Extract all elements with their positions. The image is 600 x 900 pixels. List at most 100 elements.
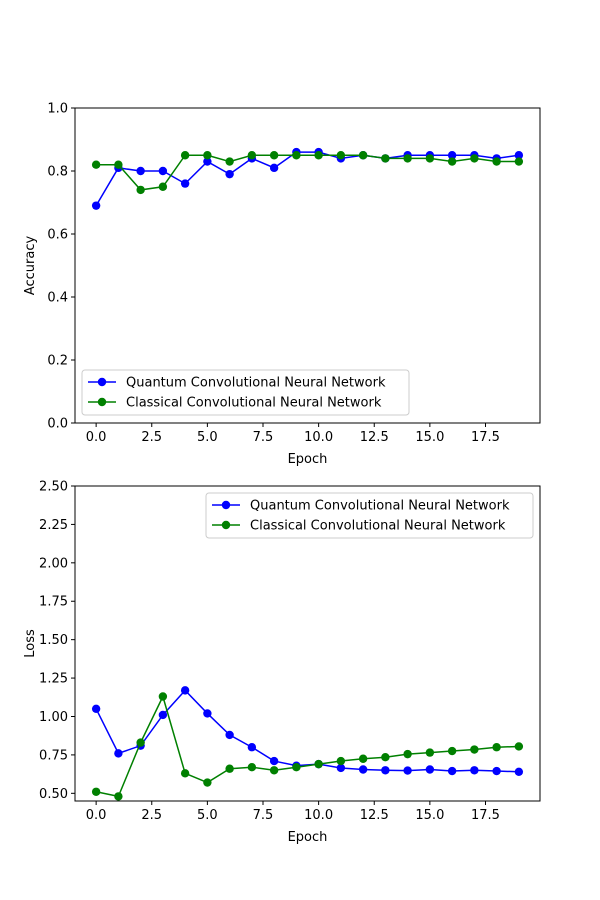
- accuracy-legend-marker-1: [97, 397, 107, 407]
- loss-x-tick-label: 7.5: [253, 808, 274, 823]
- loss-data-point: [336, 763, 346, 773]
- loss-y-tick-label: 0.75: [39, 748, 68, 763]
- loss-data-point: [470, 766, 479, 775]
- loss-y-tick-label: 1.50: [39, 633, 68, 648]
- loss-legend-box: [205, 492, 534, 539]
- loss-data-point: [203, 778, 212, 787]
- accuracy-data-point: [269, 151, 279, 160]
- accuracy-x-tick-label: 5.0: [197, 430, 218, 445]
- loss-data-point: [136, 738, 145, 747]
- loss-data-point: [158, 710, 168, 720]
- loss-data-point: [381, 766, 390, 775]
- accuracy-data-point: [492, 157, 501, 166]
- accuracy-data-point: [403, 154, 412, 163]
- accuracy-x-axis-label: Epoch: [288, 452, 328, 467]
- loss-data-point: [358, 765, 368, 774]
- loss-data-point: [225, 764, 234, 773]
- loss-data-point: [158, 692, 168, 701]
- accuracy-series-layer: [91, 147, 524, 210]
- loss-y-axis-label: Loss: [23, 629, 38, 658]
- loss-data-point: [425, 765, 435, 774]
- loss-chart: 0.0 2.5 5.0 7.5 10.0 12.5 15.0 17.5 0.50 0.75 1.0…: [23, 480, 541, 845]
- loss-data-point: [492, 766, 501, 776]
- accuracy-data-point: [136, 166, 145, 176]
- loss-data-point: [403, 766, 412, 775]
- loss-data-point: [381, 753, 390, 762]
- loss-data-point: [114, 749, 123, 758]
- accuracy-plot-frame: [74, 107, 541, 424]
- loss-y-ticks: 0.50 0.75 1.00 1.25 1.50 1.75 2.00 2.25 2.50: [39, 480, 75, 802]
- loss-data-point: [247, 762, 257, 772]
- accuracy-y-tick-label: 1.0: [47, 102, 68, 117]
- accuracy-x-tick-label: 0.0: [86, 430, 107, 445]
- loss-x-axis-label: Epoch: [288, 830, 328, 845]
- loss-x-tick-label: 10.0: [304, 808, 333, 823]
- loss-data-point: [514, 742, 524, 751]
- accuracy-legend-label-1: Classical Convolutional Neural Network: [126, 396, 382, 411]
- accuracy-data-point: [180, 179, 190, 188]
- loss-data-point: [269, 766, 279, 775]
- accuracy-x-tick-label: 10.0: [304, 430, 333, 445]
- accuracy-y-ticks: 0.0 0.2 0.4 0.6 0.8 1.0: [47, 102, 75, 432]
- accuracy-legend: Quantum Convolutional Neural Network Clas…: [81, 369, 410, 416]
- loss-data-point: [470, 745, 479, 754]
- accuracy-data-point: [225, 169, 234, 179]
- loss-data-point: [180, 769, 190, 778]
- loss-data-point: [269, 756, 279, 766]
- loss-data-point: [514, 767, 524, 777]
- loss-x-tick-label: 0.0: [86, 808, 107, 823]
- accuracy-data-point: [447, 151, 457, 160]
- accuracy-data-point: [514, 151, 524, 160]
- loss-data-point: [358, 754, 368, 763]
- accuracy-legend-marker-0: [97, 377, 107, 387]
- accuracy-y-tick-label: 0.6: [47, 228, 68, 243]
- loss-data-point: [114, 792, 123, 801]
- loss-legend-label-0: Quantum Convolutional Neural Network: [250, 499, 510, 514]
- accuracy-x-tick-label: 15.0: [415, 430, 444, 445]
- accuracy-data-point: [336, 151, 346, 160]
- accuracy-data-point: [180, 151, 190, 160]
- accuracy-x-tick-label: 12.5: [360, 430, 389, 445]
- loss-data-point: [91, 787, 101, 796]
- accuracy-x-tick-label: 17.5: [471, 430, 500, 445]
- loss-data-point: [447, 766, 457, 776]
- accuracy-x-ticks: 0.0 2.5 5.0 7.5 10.0 12.5 15.0 17.5: [86, 423, 500, 445]
- accuracy-chart: 0.0 2.5 5.0 7.5 10.0 12.5 15.0 17.5 0.0 0.2 0.4 0.…: [23, 102, 541, 467]
- loss-data-point: [403, 749, 412, 759]
- accuracy-data-point: [381, 154, 390, 163]
- loss-x-ticks: 0.0 2.5 5.0 7.5 10.0 12.5 15.0 17.5: [86, 801, 500, 823]
- loss-legend: Quantum Convolutional Neural Network Clas…: [205, 492, 534, 539]
- accuracy-x-tick-label: 7.5: [253, 430, 274, 445]
- loss-y-tick-label: 1.25: [39, 672, 68, 687]
- accuracy-data-point: [225, 157, 234, 166]
- loss-data-point: [292, 762, 301, 772]
- accuracy-data-point: [203, 151, 212, 160]
- loss-data-point: [91, 704, 101, 714]
- loss-data-point: [180, 686, 190, 695]
- loss-y-tick-label: 2.50: [39, 480, 68, 495]
- accuracy-y-tick-label: 0.0: [47, 417, 68, 432]
- loss-legend-marker-1: [221, 520, 231, 530]
- loss-y-tick-label: 2.25: [39, 518, 68, 533]
- loss-legend-label-1: Classical Convolutional Neural Network: [250, 519, 506, 534]
- accuracy-data-point: [158, 166, 168, 176]
- accuracy-data-point: [247, 151, 257, 160]
- accuracy-data-point: [470, 154, 479, 163]
- accuracy-y-tick-label: 0.4: [47, 291, 68, 306]
- accuracy-data-point: [136, 185, 145, 195]
- accuracy-data-point: [158, 182, 168, 191]
- loss-x-tick-label: 12.5: [360, 808, 389, 823]
- accuracy-y-axis-label: Accuracy: [23, 236, 38, 296]
- loss-data-point: [225, 730, 234, 740]
- loss-x-tick-label: 2.5: [141, 808, 162, 823]
- accuracy-x-tick-label: 2.5: [141, 430, 162, 445]
- accuracy-y-tick-label: 0.2: [47, 354, 68, 369]
- accuracy-data-point: [425, 154, 435, 163]
- loss-data-point: [336, 756, 346, 766]
- loss-y-tick-label: 2.00: [39, 556, 68, 571]
- loss-data-point: [425, 748, 435, 757]
- loss-x-tick-label: 15.0: [415, 808, 444, 823]
- accuracy-legend-box: [81, 369, 410, 416]
- loss-legend-marker-0: [221, 500, 231, 510]
- accuracy-data-point: [91, 160, 101, 169]
